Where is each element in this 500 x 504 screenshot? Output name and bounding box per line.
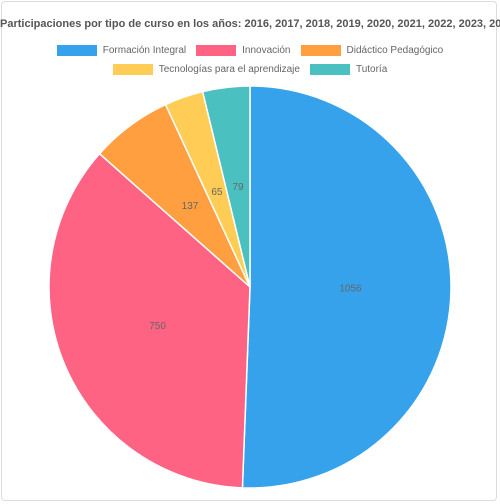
slice-value-label-tecnologias: 65 xyxy=(211,187,223,198)
pie-slice-tutoria[interactable] xyxy=(201,85,251,288)
chart-title: Participaciones por tipo de curso en los… xyxy=(0,18,500,30)
slice-value-label-didactico-pedagogico: 137 xyxy=(182,201,199,212)
pie-slice-innovacion[interactable] xyxy=(48,152,251,489)
legend-row-1: Formación Integral Innovación Didáctico … xyxy=(0,45,500,56)
legend-swatch xyxy=(300,45,341,56)
legend-swatch xyxy=(196,45,237,56)
legend-swatch xyxy=(309,64,350,75)
legend-item-tecnologias[interactable]: Tecnologías para el aprendizaje xyxy=(112,64,300,75)
legend-label: Tutoría xyxy=(355,64,388,75)
legend-swatch xyxy=(112,64,153,75)
legend-label: Tecnologías para el aprendizaje xyxy=(158,64,300,75)
legend-swatch xyxy=(56,45,97,56)
legend-item-didactico-pedagogico[interactable]: Didáctico Pedagógico xyxy=(300,45,444,56)
legend-item-innovacion[interactable]: Innovación xyxy=(196,45,291,56)
pie-slice-formacion-integral[interactable] xyxy=(241,85,452,489)
legend-label: Innovación xyxy=(242,45,291,56)
legend-label: Formación Integral xyxy=(102,45,187,56)
slice-value-label-formacion-integral: 1056 xyxy=(339,284,362,295)
slice-value-label-innovacion: 750 xyxy=(149,321,166,332)
legend-label: Didáctico Pedagógico xyxy=(346,45,444,56)
legend-row-2: Tecnologías para el aprendizaje Tutoría xyxy=(0,64,500,75)
slice-value-label-tutoria: 79 xyxy=(233,182,245,193)
legend-item-formacion-integral[interactable]: Formación Integral xyxy=(56,45,187,56)
legend-item-tutoria[interactable]: Tutoría xyxy=(309,64,388,75)
